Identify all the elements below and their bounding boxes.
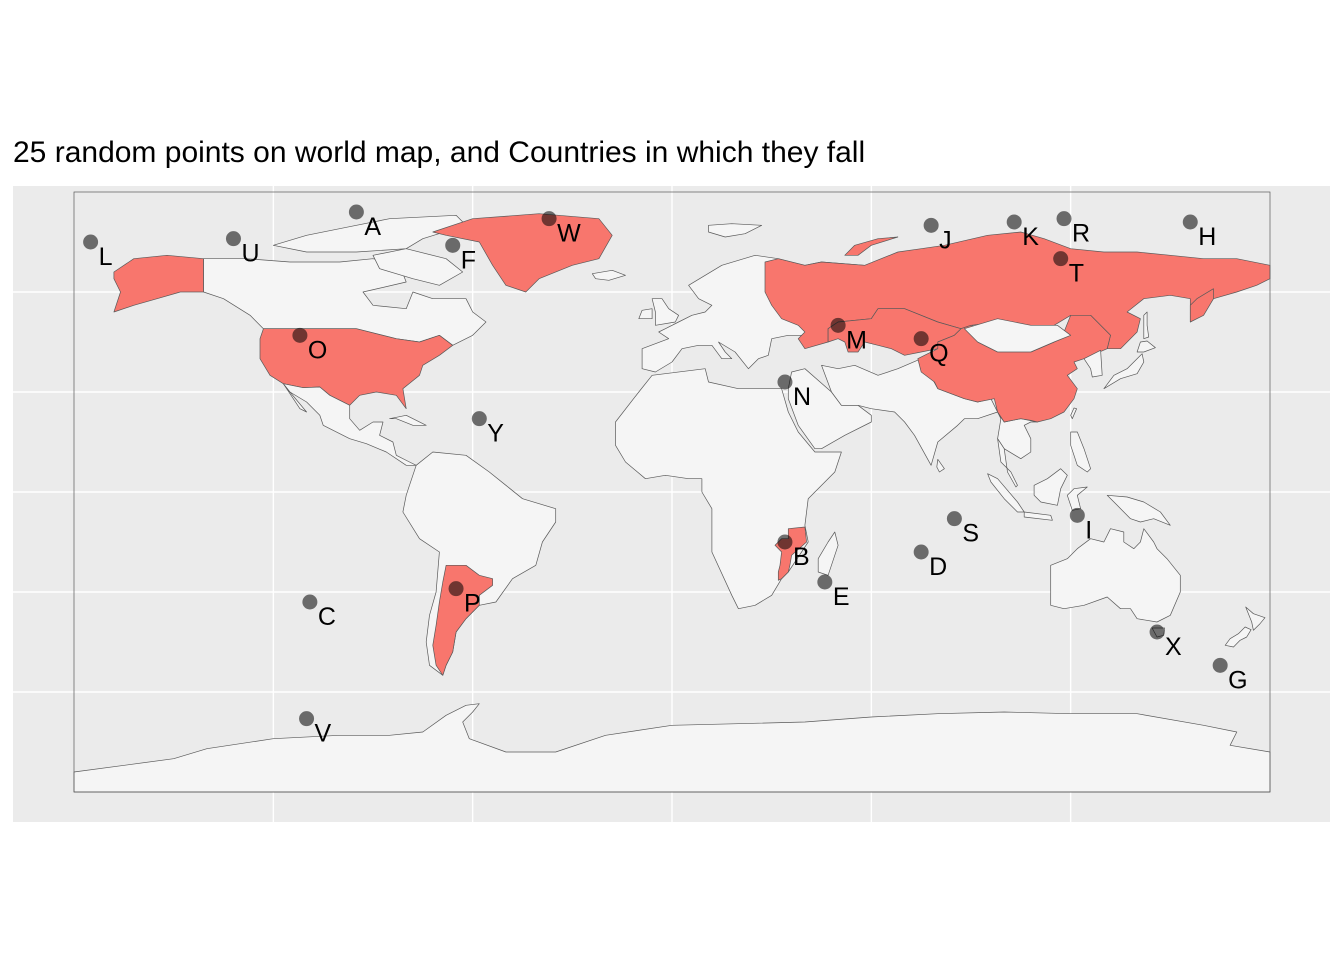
land-taiwan: [1070, 407, 1077, 420]
land-novaya-zemlya: [844, 236, 899, 256]
labels-layer: A B C D E F G H I J K L M N O P Q R S T U V W X Y: [99, 213, 1248, 748]
chart-title: 25 random points on world map, and Count…: [13, 136, 866, 169]
land-mexico-central-america: [282, 383, 417, 466]
point-label-k: K: [1022, 223, 1039, 251]
point-label-h: H: [1198, 223, 1216, 251]
point-label-q: Q: [929, 340, 948, 368]
land-new-zealand-south: [1224, 626, 1252, 648]
point-label-v: V: [315, 720, 332, 748]
point-label-d: D: [929, 553, 947, 581]
land-madagascar: [817, 531, 839, 576]
point-label-a: A: [364, 213, 381, 241]
point-r: [1056, 211, 1072, 227]
land-kamchatka: [1189, 288, 1214, 323]
land-philippines: [1070, 431, 1091, 473]
point-label-y: Y: [487, 420, 504, 448]
point-label-p: P: [464, 590, 481, 618]
point-label-b: B: [793, 543, 810, 571]
land-japan: [1103, 353, 1145, 390]
land-layer: [73, 213, 1271, 793]
land-baja-california: [282, 383, 307, 413]
land-sri-lanka: [936, 458, 945, 473]
point-u: [225, 231, 241, 247]
point-label-f: F: [461, 246, 476, 274]
land-south-asia: [821, 358, 1038, 466]
point-c: [302, 594, 318, 610]
point-y: [471, 411, 487, 427]
point-label-c: C: [318, 603, 336, 631]
point-a: [348, 204, 364, 220]
land-hokkaido: [1136, 340, 1156, 353]
land-antarctica: [73, 703, 1271, 793]
land-borneo: [1033, 468, 1068, 506]
land-sumatra: [987, 473, 1025, 513]
point-w: [541, 211, 557, 227]
land-argentina: [432, 564, 493, 676]
point-label-w: W: [557, 220, 581, 248]
point-label-r: R: [1072, 220, 1090, 248]
land-iceland: [591, 269, 626, 281]
point-p: [448, 581, 464, 597]
point-label-m: M: [846, 326, 867, 354]
point-label-s: S: [962, 520, 979, 548]
land-java: [1023, 511, 1053, 521]
point-f: [445, 237, 461, 253]
land-baffin-island: [372, 248, 464, 286]
land-cuba: [389, 414, 427, 426]
land-svalbard: [708, 223, 763, 238]
point-label-e: E: [833, 583, 850, 611]
point-n: [777, 374, 793, 390]
point-h: [1182, 214, 1198, 230]
point-s: [946, 511, 962, 527]
point-label-x: X: [1165, 633, 1182, 661]
point-e: [817, 574, 833, 590]
point-label-n: N: [793, 383, 811, 411]
point-label-o: O: [308, 336, 327, 364]
point-o: [292, 327, 308, 343]
land-new-guinea: [1106, 494, 1171, 526]
point-label-i: I: [1085, 516, 1092, 544]
point-g: [1212, 657, 1228, 673]
point-k: [1006, 214, 1022, 230]
land-arabia-middle-east: [787, 368, 872, 450]
land-alaska: [113, 254, 204, 313]
point-b: [777, 534, 793, 550]
land-mongolia: [964, 318, 1072, 353]
land-new-zealand-north: [1245, 606, 1266, 631]
point-label-l: L: [99, 243, 113, 271]
point-x: [1149, 624, 1165, 640]
point-i: [1069, 507, 1085, 523]
land-sakhalin: [1143, 311, 1150, 340]
point-label-g: G: [1228, 666, 1247, 694]
land-great-britain: [651, 298, 679, 326]
point-j: [923, 217, 939, 233]
land-australia: [1050, 528, 1181, 623]
point-label-j: J: [939, 226, 952, 254]
map-frame: [73, 191, 1271, 793]
points-layer: [83, 204, 1228, 727]
point-v: [299, 711, 315, 727]
land-ireland: [638, 308, 653, 320]
land-usa: [259, 328, 454, 410]
land-korea: [1083, 349, 1103, 378]
point-l: [83, 234, 99, 250]
point-m: [830, 317, 846, 333]
point-t: [1053, 251, 1069, 267]
point-d: [913, 544, 929, 560]
point-label-u: U: [241, 240, 259, 268]
point-q: [913, 331, 929, 347]
land-malay-peninsula: [997, 438, 1018, 488]
point-label-t: T: [1069, 260, 1084, 288]
